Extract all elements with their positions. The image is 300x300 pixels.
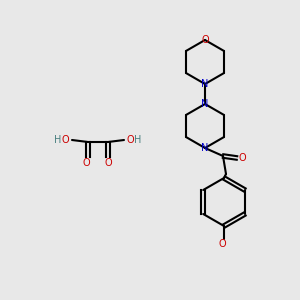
Text: O: O (82, 158, 90, 168)
Text: H: H (134, 135, 142, 145)
Text: O: O (218, 239, 226, 249)
Text: O: O (238, 153, 246, 163)
Text: O: O (61, 135, 69, 145)
Text: O: O (201, 35, 209, 45)
Text: O: O (104, 158, 112, 168)
Text: H: H (54, 135, 62, 145)
Text: N: N (201, 79, 209, 89)
Text: O: O (126, 135, 134, 145)
Text: N: N (201, 99, 209, 109)
Text: N: N (201, 143, 209, 153)
